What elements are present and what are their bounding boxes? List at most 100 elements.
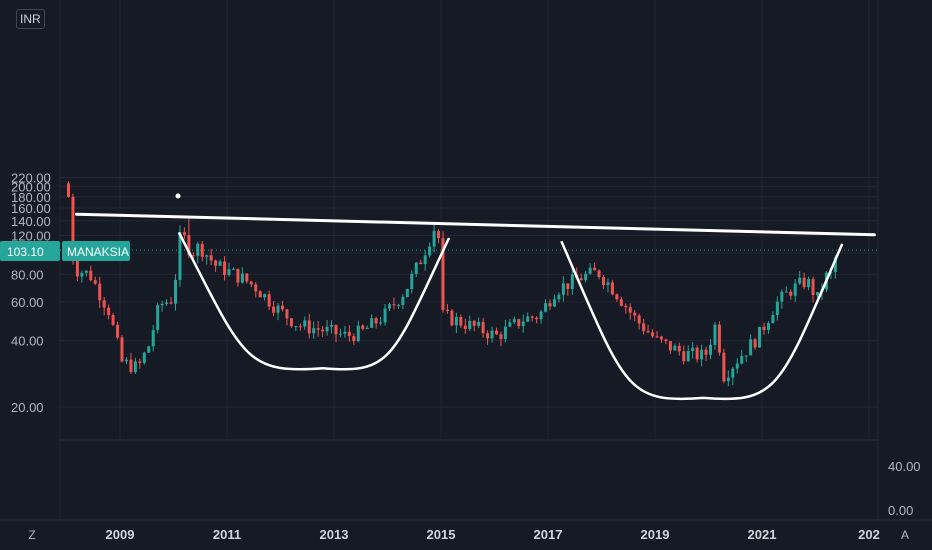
candle-body xyxy=(548,303,552,307)
price-badges: 103.10 MANAKSIA xyxy=(0,241,130,261)
candle-body xyxy=(802,277,806,288)
candle-body xyxy=(236,268,240,283)
candle-body xyxy=(298,326,302,328)
candle-body xyxy=(637,315,641,324)
candle-body xyxy=(713,324,717,345)
candle-body xyxy=(495,330,498,335)
candle-body xyxy=(267,294,271,307)
time-tick-label: 2019 xyxy=(641,527,670,542)
candle-body xyxy=(196,243,200,256)
candle-body xyxy=(686,351,690,362)
candle-body xyxy=(570,274,574,290)
candle-body xyxy=(370,318,374,328)
candle-body xyxy=(468,320,472,329)
candle-body xyxy=(142,352,146,363)
candle-body xyxy=(303,320,307,327)
time-tick-label: 2021 xyxy=(748,527,777,542)
price-tick-label: 80.00 xyxy=(11,267,44,282)
candle-body xyxy=(793,283,797,296)
candle-body xyxy=(811,279,815,296)
drawing-anchor-dot[interactable] xyxy=(175,193,181,199)
candle-body xyxy=(717,324,721,353)
candle-body xyxy=(147,346,151,353)
candle-body xyxy=(789,291,793,296)
candle-body xyxy=(472,320,476,326)
candle-body xyxy=(138,361,142,363)
price-tick-label: 140.00 xyxy=(11,214,51,229)
candle-body xyxy=(481,322,485,334)
drawings xyxy=(75,193,876,401)
candle-body xyxy=(245,273,249,282)
candle-body xyxy=(610,282,614,295)
candle-body xyxy=(124,359,128,362)
candle-body xyxy=(178,232,182,280)
candle-body xyxy=(169,302,173,304)
candle-body xyxy=(107,307,111,316)
cup-curve[interactable] xyxy=(560,240,844,401)
candle-body xyxy=(338,333,342,335)
candle-body xyxy=(98,283,102,301)
resistance-trendline[interactable] xyxy=(75,212,876,237)
candle-body xyxy=(619,299,623,306)
candle-body xyxy=(414,262,418,274)
candle-body xyxy=(512,319,516,323)
candle-body xyxy=(597,270,601,277)
candle-body xyxy=(80,272,84,277)
candle-body xyxy=(209,255,213,261)
candle-body xyxy=(700,349,704,360)
candle-body xyxy=(174,279,177,304)
candle-body xyxy=(214,260,218,266)
candle-body xyxy=(258,291,262,298)
candle-body xyxy=(544,303,548,312)
candle-body xyxy=(602,276,605,285)
candle-body xyxy=(624,305,628,308)
candle-body xyxy=(276,305,280,313)
zoom-toggle-button[interactable]: Z xyxy=(28,528,36,542)
candle-body xyxy=(552,299,556,307)
candle-body xyxy=(606,282,610,285)
candle-body xyxy=(334,325,338,335)
price-tick-label: 20.00 xyxy=(11,400,44,415)
candle-body xyxy=(833,257,837,273)
candle-body xyxy=(784,291,788,293)
candle-body xyxy=(156,305,160,331)
cup-curve[interactable] xyxy=(177,231,451,371)
candle-body xyxy=(735,363,739,369)
candle-body xyxy=(539,311,543,320)
candle-body xyxy=(356,325,360,342)
candle-body xyxy=(347,331,351,337)
candle-body xyxy=(182,232,186,236)
time-axis[interactable]: 2009 2011 2013 2015 2017 2019 2021 202 xyxy=(106,527,880,542)
candle-body xyxy=(535,317,539,320)
candle-body xyxy=(486,333,490,339)
candle-body xyxy=(499,334,503,339)
candle-body xyxy=(753,339,757,348)
candle-body xyxy=(490,330,494,339)
candle-body xyxy=(521,321,525,327)
candle-body xyxy=(437,230,441,239)
candle-body xyxy=(67,183,70,197)
candle-body xyxy=(116,324,120,338)
auto-scale-button[interactable]: A xyxy=(900,528,909,542)
candle-body xyxy=(477,322,481,326)
candle-body xyxy=(227,269,231,275)
candle-body xyxy=(588,267,592,274)
price-tick-label: 60.00 xyxy=(11,295,44,310)
candle-body xyxy=(383,308,387,323)
candle-body xyxy=(191,255,195,257)
candle-body xyxy=(405,288,409,298)
candle-body xyxy=(218,261,222,266)
last-price-badge xyxy=(0,241,60,261)
time-tick-label: 2013 xyxy=(320,527,349,542)
candle-body xyxy=(508,322,512,327)
price-tick-label: 220.00 xyxy=(11,171,51,186)
candle-body xyxy=(561,283,565,295)
candle-body xyxy=(374,318,378,324)
candle-body xyxy=(615,294,619,300)
candle-body xyxy=(263,294,267,298)
currency-button[interactable]: INR xyxy=(16,9,45,29)
candle-body xyxy=(272,306,276,313)
candle-body xyxy=(325,326,329,332)
